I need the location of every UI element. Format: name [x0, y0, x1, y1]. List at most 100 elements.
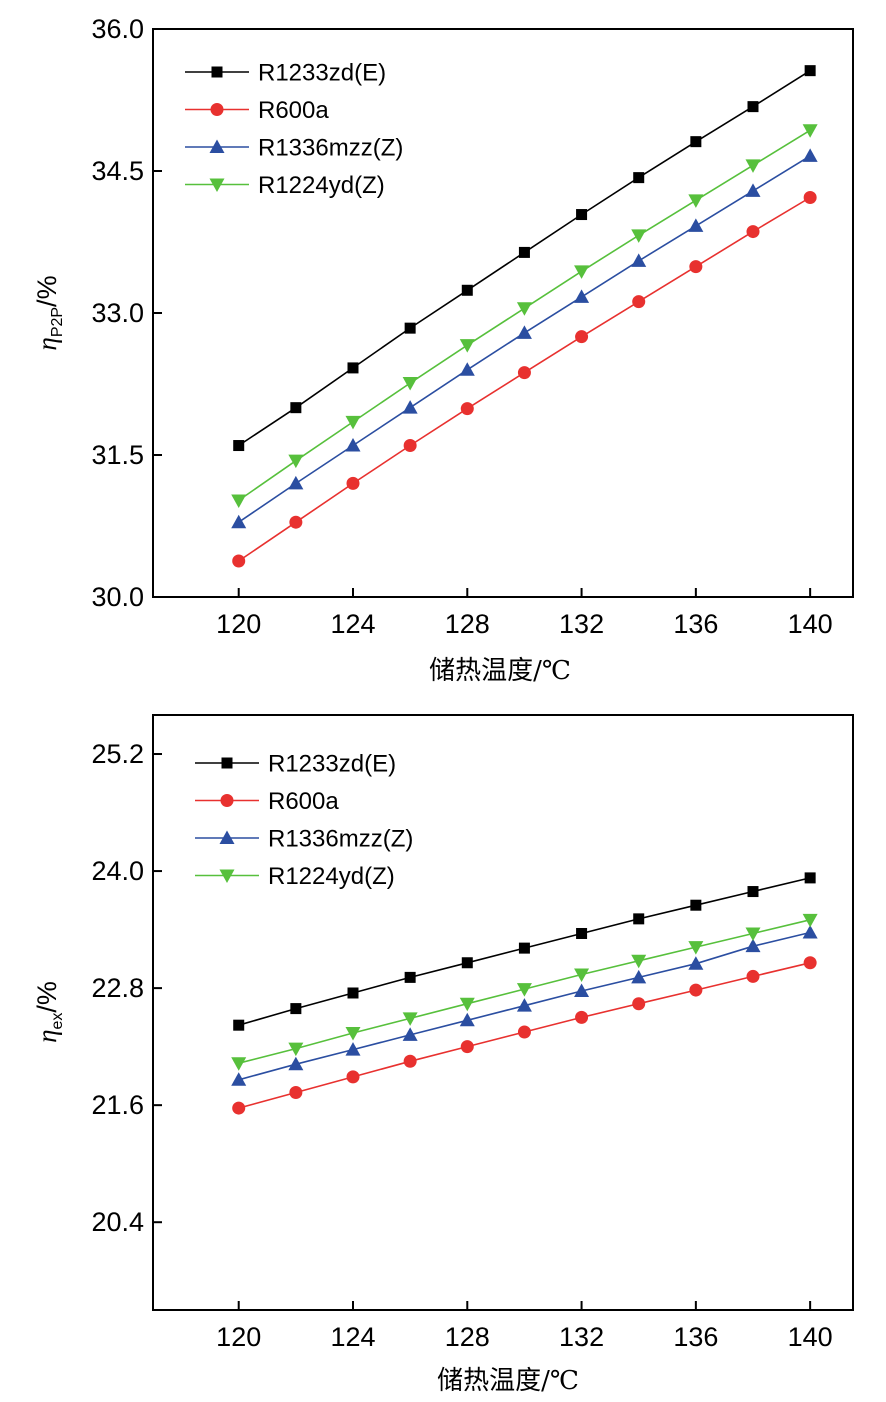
data-point-r600a: [632, 997, 646, 1011]
legend-marker-r1224yd-z: [219, 869, 235, 883]
data-point-r1233zd-e: [404, 971, 416, 983]
data-point-r1233zd-e: [747, 886, 759, 898]
legend-marker-r1336mzz-z: [219, 830, 235, 844]
x-tick-label: 132: [559, 1322, 604, 1352]
legend-marker-r600a: [210, 103, 224, 116]
y-axis-subscript: P2P: [49, 307, 66, 337]
data-point-r1336mzz-z: [688, 956, 704, 970]
x-tick-label: 136: [673, 609, 718, 639]
data-point-r1336mzz-z: [345, 1042, 361, 1056]
data-point-r1224yd-z: [459, 339, 475, 353]
x-tick-label: 136: [673, 1322, 718, 1352]
legend-label-r1336mzz-z: R1336mzz(Z): [258, 135, 403, 162]
data-point-r1336mzz-z: [402, 1027, 418, 1041]
data-point-r1233zd-e: [804, 872, 816, 884]
series-group: [231, 872, 818, 1115]
data-point-r1336mzz-z: [574, 289, 590, 303]
legend-label-r1224yd-z: R1224yd(Z): [268, 863, 395, 890]
x-tick-label: 132: [559, 609, 604, 639]
data-point-r600a: [460, 1040, 474, 1054]
y-tick-label: 36.0: [91, 14, 144, 44]
y-axis-unit: /%: [32, 275, 62, 307]
data-point-r1336mzz-z: [288, 1056, 304, 1071]
y-tick-label: 25.2: [91, 739, 144, 769]
data-point-r600a: [232, 1101, 246, 1115]
data-point-r1224yd-z: [745, 159, 761, 173]
data-point-r600a: [803, 191, 817, 205]
x-tick-label: 124: [330, 609, 375, 639]
data-point-r1336mzz-z: [459, 362, 475, 376]
data-point-r1336mzz-z: [631, 969, 647, 984]
data-point-r600a: [803, 956, 817, 970]
data-point-r1233zd-e: [461, 284, 473, 296]
y-tick-label: 20.4: [91, 1207, 144, 1237]
data-point-r600a: [403, 439, 417, 453]
data-point-r1233zd-e: [347, 987, 359, 999]
data-point-r1336mzz-z: [402, 400, 418, 414]
legend: R1233zd(E) R600a R1336mzz(Z) R1224yd(Z): [195, 751, 413, 890]
x-tick-label: 120: [216, 609, 261, 639]
data-point-r1224yd-z: [745, 927, 761, 941]
data-point-r600a: [517, 1025, 531, 1039]
x-tick-label: 128: [445, 609, 490, 639]
data-point-r1336mzz-z: [574, 983, 590, 998]
data-point-r1336mzz-z: [745, 938, 761, 953]
data-point-r1336mzz-z: [802, 925, 818, 939]
data-point-r1224yd-z: [231, 494, 247, 508]
series-line-r1336mzz-z: [238, 155, 811, 523]
data-point-r1224yd-z: [631, 954, 647, 969]
data-point-r1336mzz-z: [516, 325, 532, 339]
data-point-r1224yd-z: [402, 377, 418, 391]
data-point-r600a: [403, 1054, 417, 1068]
legend-marker-r600a: [220, 794, 234, 807]
data-point-r1224yd-z: [802, 124, 818, 138]
y-tick-label: 34.5: [91, 156, 144, 186]
legend-label-r1224yd-z: R1224yd(Z): [258, 172, 385, 199]
data-point-r600a: [689, 983, 703, 997]
data-point-r1233zd-e: [576, 209, 588, 221]
data-point-r1224yd-z: [345, 1026, 361, 1041]
data-point-r600a: [632, 295, 646, 309]
y-axis-title: ηex/%: [32, 981, 66, 1043]
data-point-r600a: [346, 476, 360, 490]
legend: R1233zd(E) R600a R1336mzz(Z) R1224yd(Z): [185, 60, 403, 199]
data-point-r1233zd-e: [690, 899, 702, 911]
data-point-r1233zd-e: [518, 246, 530, 258]
data-point-r1233zd-e: [461, 957, 473, 969]
data-point-r1224yd-z: [345, 415, 361, 430]
legend-marker-r1233zd-e: [221, 757, 233, 769]
data-point-r600a: [517, 366, 531, 380]
y-axis-title: ηP2P/%: [32, 275, 66, 350]
data-point-r1233zd-e: [233, 440, 245, 452]
plot-frame: [152, 714, 854, 1311]
data-point-r1233zd-e: [233, 1019, 245, 1031]
data-point-r1224yd-z: [688, 941, 704, 955]
data-point-r600a: [575, 1010, 589, 1024]
y-tick-label: 21.6: [91, 1090, 144, 1120]
y-tick-label: 30.0: [91, 582, 144, 612]
data-point-r1336mzz-z: [802, 148, 818, 162]
data-point-r1336mzz-z: [745, 183, 761, 197]
data-point-r600a: [746, 969, 760, 983]
y-axis: 30.0 31.5 33.0 34.5 36.0: [91, 14, 162, 612]
data-point-r1224yd-z: [516, 302, 532, 316]
y-tick-label: 24.0: [91, 856, 144, 886]
data-point-r1233zd-e: [576, 927, 588, 939]
data-point-r600a: [575, 330, 589, 344]
data-point-r1224yd-z: [574, 265, 590, 279]
data-point-r1233zd-e: [633, 172, 645, 184]
data-point-r1233zd-e: [690, 136, 702, 148]
data-point-r1224yd-z: [802, 913, 818, 928]
data-point-r1336mzz-z: [345, 438, 361, 452]
y-tick-label: 31.5: [91, 440, 144, 470]
x-axis-title: 储热温度/℃: [429, 656, 571, 686]
data-point-r1224yd-z: [288, 454, 304, 469]
data-point-r1224yd-z: [231, 1057, 247, 1071]
data-point-r1336mzz-z: [516, 998, 532, 1012]
data-point-r1233zd-e: [804, 65, 816, 77]
data-point-r1233zd-e: [404, 322, 416, 334]
legend-label-r1336mzz-z: R1336mzz(Z): [268, 826, 413, 853]
data-point-r1336mzz-z: [459, 1012, 475, 1027]
data-point-r600a: [232, 554, 246, 568]
